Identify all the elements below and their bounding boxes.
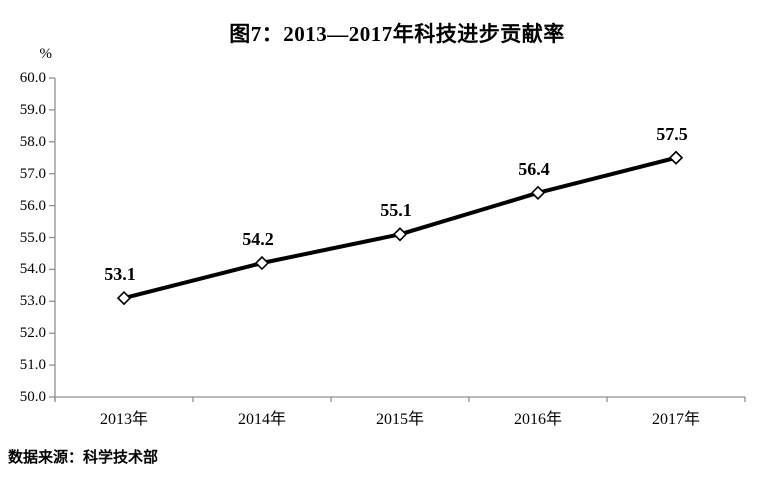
y-tick-label: 55.0 [19, 229, 46, 246]
y-tick-label: 53.0 [19, 293, 46, 310]
data-label: 54.2 [242, 229, 274, 250]
y-tick-label: 52.0 [19, 325, 46, 342]
y-tick-label: 51.0 [19, 357, 46, 374]
y-tick-label: 57.0 [19, 165, 46, 182]
data-source-label: 数据来源：科学技术部 [8, 450, 159, 466]
y-tick-label: 50.0 [19, 389, 46, 405]
x-tick-label: 2013年 [99, 411, 149, 428]
data-point-marker [668, 150, 684, 165]
data-label: 56.4 [518, 158, 550, 179]
y-axis-unit-label: % [39, 46, 53, 62]
y-tick-label: 54.0 [19, 261, 46, 278]
x-tick-label: 2015年 [375, 411, 425, 428]
x-tick-label: 2017年 [651, 411, 701, 428]
data-point-marker [392, 227, 408, 242]
data-label: 53.1 [104, 264, 136, 285]
data-point-marker [116, 290, 132, 306]
data-point-marker [254, 255, 270, 271]
data-label: 55.1 [380, 200, 412, 221]
y-tick-label: 58.0 [19, 133, 46, 150]
y-tick-label: 56.0 [19, 197, 46, 214]
x-tick-label: 2014年 [237, 411, 287, 428]
y-tick-label: 59.0 [19, 101, 46, 118]
y-tick-label: 60.0 [19, 70, 46, 86]
data-label: 57.5 [656, 123, 688, 144]
x-tick-label: 2016年 [513, 411, 563, 428]
data-point-marker [530, 185, 546, 200]
chart-title: 图7：2013—2017年科技进步贡献率 [229, 22, 565, 46]
